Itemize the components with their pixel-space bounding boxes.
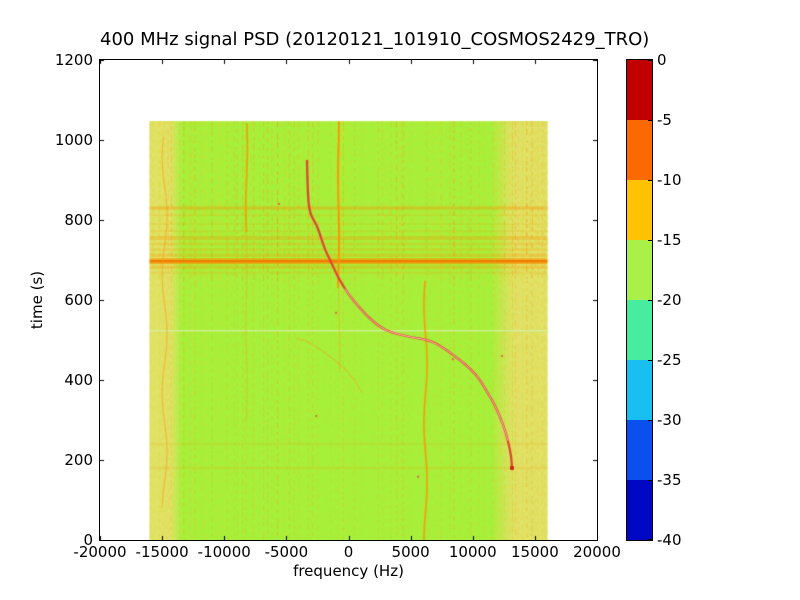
y-tick-label: 400 (64, 371, 93, 389)
colorbar-tick-mark (648, 120, 652, 121)
colorbar-tick-label: -15 (657, 231, 682, 249)
colorbar-tick-label: -30 (657, 411, 682, 429)
colorbar-tick-label: -5 (657, 111, 672, 129)
plot-area (99, 59, 598, 541)
x-tick-label: 5000 (391, 543, 430, 561)
colorbar-tick-mark (648, 300, 652, 301)
x-tick-label: 20000 (573, 543, 621, 561)
colorbar-tick-mark (648, 180, 652, 181)
y-tick-label: 1000 (54, 131, 93, 149)
colorbar-tick-mark (648, 420, 652, 421)
colorbar-tick-mark (648, 360, 652, 361)
x-tick-label: 0 (343, 543, 354, 561)
colorbar-tick-mark (648, 480, 652, 481)
x-axis-label: frequency (Hz) (293, 562, 404, 580)
colorbar-tick-mark (648, 60, 652, 61)
colorbar-band (627, 360, 652, 420)
y-tick-label: 200 (64, 451, 93, 469)
colorbar-tick-mark (648, 240, 652, 241)
colorbar-tick-label: -25 (657, 351, 682, 369)
colorbar-band (627, 120, 652, 180)
colorbar-band (627, 180, 652, 240)
x-tick-label: -15000 (135, 543, 189, 561)
colorbar-band (627, 420, 652, 480)
chart-title: 400 MHz signal PSD (20120121_101910_COSM… (100, 29, 650, 50)
colorbar-band (627, 480, 652, 540)
x-tick-label: 15000 (511, 543, 559, 561)
colorbar-tick-label: -10 (657, 171, 682, 189)
colorbar-tick-label: -35 (657, 471, 682, 489)
x-tick-label: -20000 (73, 543, 127, 561)
spectrogram-image (100, 60, 597, 540)
colorbar-tick-label: -40 (657, 531, 682, 549)
y-tick-label: 600 (64, 291, 93, 309)
y-tick-label: 0 (83, 531, 93, 549)
colorbar-tick-label: -20 (657, 291, 682, 309)
colorbar (626, 59, 653, 541)
x-tick-label: -5000 (264, 543, 309, 561)
y-tick-label: 1200 (54, 51, 93, 69)
colorbar-band (627, 300, 652, 360)
x-tick-label: -10000 (197, 543, 251, 561)
y-tick-label: 800 (64, 211, 93, 229)
x-tick-label: 10000 (448, 543, 497, 561)
colorbar-tick-mark (648, 539, 652, 540)
colorbar-tick-label: 0 (657, 51, 667, 69)
colorbar-band (627, 240, 652, 300)
colorbar-band (627, 60, 652, 120)
